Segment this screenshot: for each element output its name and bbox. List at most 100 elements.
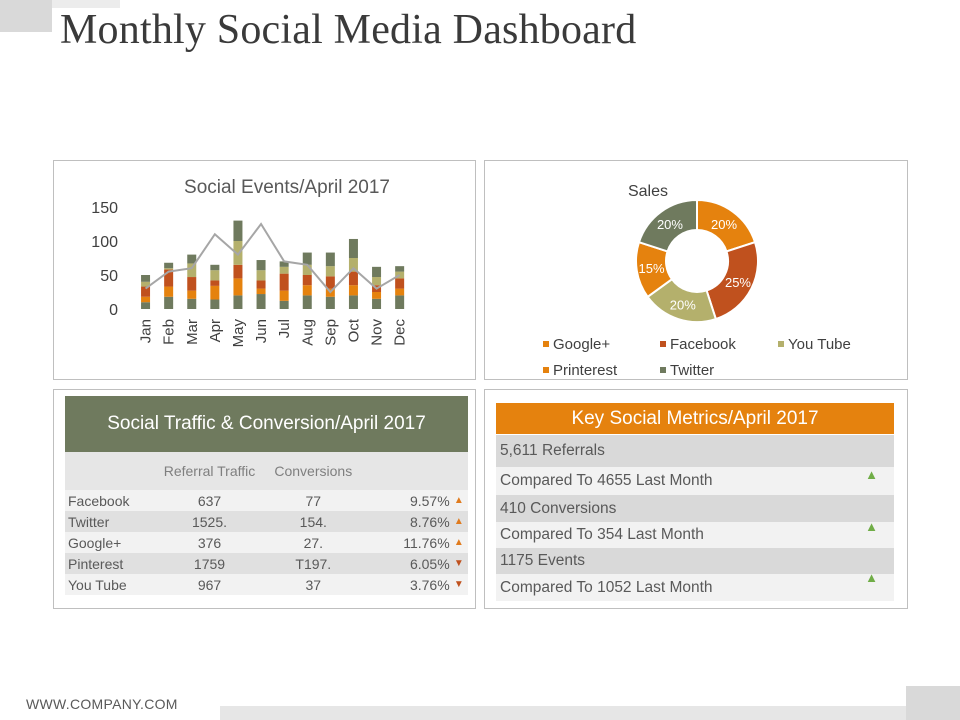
metric-compare-text: Compared To 354 Last Month xyxy=(500,526,704,543)
traffic-col-percent xyxy=(370,452,450,490)
traffic-table: Referral Traffic Conversions Facebook 63… xyxy=(65,452,468,595)
trend-line xyxy=(144,222,401,294)
bar-segment xyxy=(325,276,335,289)
y-tick-label: 50 xyxy=(100,268,118,285)
legend-swatch xyxy=(660,367,666,373)
bar-segment xyxy=(395,288,405,296)
row-percent: 9.57% xyxy=(370,490,450,511)
metric-value-text: 1175 Events xyxy=(500,552,586,569)
bar-segment xyxy=(395,278,405,289)
bar-segment xyxy=(210,285,220,300)
bar-segment xyxy=(141,296,151,303)
legend-label: Twitter xyxy=(670,362,714,379)
x-tick-label: Jul xyxy=(276,319,293,338)
x-tick-label: Mar xyxy=(184,319,201,345)
chart-title: Social Events/April 2017 xyxy=(184,177,390,198)
slice-label: 15% xyxy=(639,261,665,276)
pie-slice xyxy=(637,198,698,253)
bar-segment xyxy=(302,285,312,296)
bar-segment xyxy=(210,299,220,309)
bar-segment xyxy=(395,295,405,309)
bar-segment xyxy=(279,273,289,291)
metric-compare: Compared To 1052 Last Month ▲ xyxy=(496,570,894,601)
bar-segment xyxy=(233,295,243,309)
page-title: Monthly Social Media Dashboard xyxy=(60,7,637,53)
table-row: Twitter 1525. 154. 8.76% ▲ xyxy=(65,511,468,532)
bar-segment xyxy=(210,280,220,286)
traffic-col-trend xyxy=(449,452,468,490)
slice-label: 25% xyxy=(725,275,751,290)
social-events-panel: Social Events/April 2017 150 100 50 0 Jan Feb M… xyxy=(53,160,476,380)
traffic-col-network xyxy=(65,452,163,490)
bar-segment xyxy=(164,286,174,297)
bar-segment xyxy=(233,241,243,265)
legend-swatch xyxy=(543,367,549,373)
corner-deco-top-left xyxy=(0,0,52,32)
bar-segment xyxy=(164,262,174,269)
corner-deco-bottom-bar xyxy=(220,706,910,720)
bar-segment xyxy=(325,266,335,277)
bar-segment xyxy=(256,270,266,281)
metric-value: 1175 Events xyxy=(496,548,894,574)
metric-value: 5,611 Referrals xyxy=(496,435,894,467)
bar-segment xyxy=(302,295,312,309)
traffic-col-conversions: Conversions xyxy=(256,452,371,490)
bar-segment xyxy=(325,252,335,267)
bar-segment xyxy=(233,264,243,279)
x-tick-label: Jun xyxy=(253,319,270,343)
bar-segment xyxy=(348,295,358,309)
row-conversions: T197. xyxy=(256,553,371,574)
metric-compare-text: Compared To 4655 Last Month xyxy=(500,472,713,489)
bar-segment xyxy=(187,277,197,291)
bar-segment xyxy=(302,275,312,286)
corner-deco-bottom-right xyxy=(906,686,960,720)
row-network: Facebook xyxy=(65,490,163,511)
bar-segment xyxy=(372,298,382,309)
trend-up-icon: ▲ xyxy=(865,570,878,585)
row-referral: 1759 xyxy=(162,553,257,574)
bar-segment xyxy=(141,302,151,309)
bar-segment xyxy=(233,220,243,241)
row-percent: 8.76% xyxy=(370,511,450,532)
legend-swatch xyxy=(660,341,666,347)
metric-value-text: 5,611 Referrals xyxy=(500,442,605,459)
bar-segment xyxy=(233,278,243,296)
legend-swatch xyxy=(543,341,549,347)
trend-down-icon: ▼ xyxy=(449,574,468,595)
bar-segment xyxy=(141,275,151,282)
x-tick-label: Apr xyxy=(207,319,224,342)
bar-segment xyxy=(348,271,358,286)
chart-title: Sales xyxy=(628,183,668,200)
x-tick-label: Feb xyxy=(161,319,178,345)
metric-compare: Compared To 4655 Last Month ▲ xyxy=(496,467,894,495)
legend-label: Google+ xyxy=(553,336,610,353)
x-tick-label: Jan xyxy=(138,319,155,343)
bar-segment xyxy=(325,296,335,309)
table-row: Facebook 637 77 9.57% ▲ xyxy=(65,490,468,511)
trend-up-icon: ▲ xyxy=(865,467,878,482)
bar-segment xyxy=(210,264,220,271)
row-percent: 3.76% xyxy=(370,574,450,595)
bar-segment xyxy=(395,266,405,272)
bar-segment xyxy=(256,260,266,271)
bar-segment xyxy=(141,286,151,297)
bar-segment xyxy=(210,270,220,281)
row-referral: 637 xyxy=(162,490,257,511)
row-network: You Tube xyxy=(65,574,163,595)
row-network: Google+ xyxy=(65,532,163,553)
x-tick-label: Oct xyxy=(345,318,362,342)
y-tick-label: 100 xyxy=(91,234,118,251)
metric-value-text: 410 Conversions xyxy=(500,500,617,517)
sales-doughnut-chart: Sales 20% 25% 20% 15% 20% Google+ Facebook You T… xyxy=(543,183,851,379)
sales-panel: Sales 20% 25% 20% 15% 20% Google+ Facebook You T… xyxy=(484,160,908,380)
row-conversions: 77 xyxy=(256,490,371,511)
footer-url: WWW.COMPANY.COM xyxy=(26,696,178,712)
metric-compare: Compared To 354 Last Month ▲ xyxy=(496,519,894,548)
trend-up-icon: ▲ xyxy=(449,490,468,511)
x-tick-label: Nov xyxy=(369,319,386,346)
metric-compare-text: Compared To 1052 Last Month xyxy=(500,579,713,596)
table-row: Google+ 376 27. 11.76% ▲ xyxy=(65,532,468,553)
bar-segment xyxy=(302,264,312,275)
x-tick-label: May xyxy=(230,319,247,348)
bar-segment xyxy=(348,238,358,258)
